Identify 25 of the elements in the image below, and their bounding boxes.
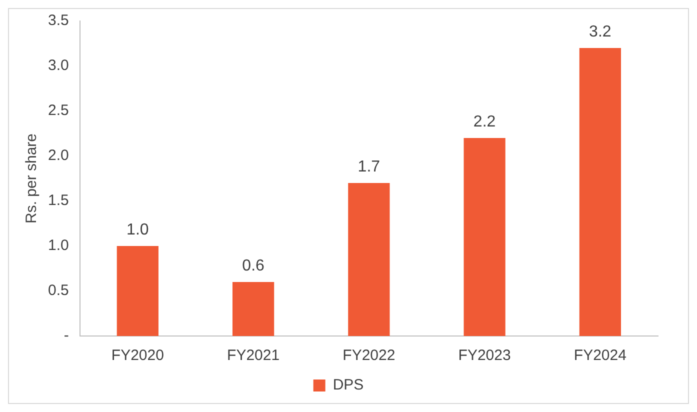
x-tick-label: FY2024 [574, 347, 626, 364]
y-tick-label: 3.0 [48, 57, 69, 74]
y-tick-label: 1.0 [48, 237, 69, 254]
y-tick-label: - [64, 327, 69, 344]
data-label: 0.6 [242, 257, 265, 274]
y-tick-label: 3.5 [48, 12, 69, 30]
x-tick-label: FY2020 [111, 347, 164, 364]
y-tick-label: 2.0 [48, 147, 69, 164]
bar [232, 282, 274, 336]
x-tick-label: FY2023 [458, 347, 511, 364]
y-tick-label: 0.5 [48, 282, 69, 300]
data-label: 3.2 [589, 23, 612, 40]
y-tick-label: 1.5 [48, 192, 69, 210]
x-tick-label: FY2022 [342, 347, 396, 364]
bar [116, 246, 158, 336]
legend-label: DPS [332, 376, 364, 394]
data-label: 1.0 [126, 221, 149, 238]
x-tick-label: FY2021 [227, 347, 280, 364]
data-label: 1.7 [358, 158, 380, 176]
y-tick-label: 2.5 [48, 102, 69, 120]
bar [579, 48, 621, 336]
bar [348, 183, 390, 336]
bar [464, 138, 506, 336]
data-label: 2.2 [473, 113, 496, 130]
y-axis-title: Rs. per share [23, 133, 40, 224]
